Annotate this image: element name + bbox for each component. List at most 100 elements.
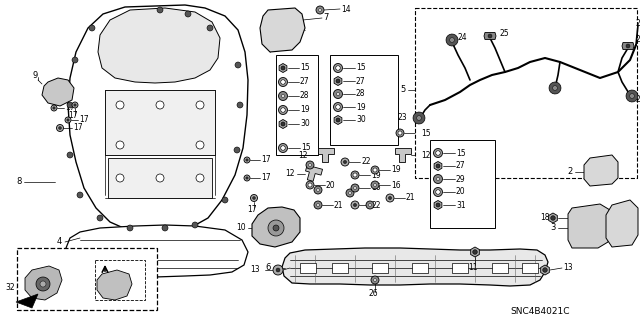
Circle shape: [369, 204, 371, 206]
Text: 15: 15: [421, 129, 431, 137]
Circle shape: [373, 168, 377, 172]
Text: 33: 33: [99, 259, 109, 269]
Text: 19: 19: [391, 166, 401, 174]
Text: 28: 28: [300, 92, 310, 100]
Circle shape: [185, 11, 191, 17]
Bar: [108, 158, 212, 198]
Circle shape: [354, 187, 356, 189]
Circle shape: [253, 197, 255, 199]
Circle shape: [308, 164, 312, 167]
Circle shape: [278, 78, 287, 86]
Polygon shape: [334, 115, 342, 124]
Circle shape: [630, 93, 634, 98]
Circle shape: [349, 192, 351, 194]
Polygon shape: [25, 266, 62, 300]
Circle shape: [333, 63, 342, 72]
Circle shape: [386, 194, 394, 202]
Text: 31: 31: [456, 201, 466, 210]
Text: SNC4B4021C: SNC4B4021C: [510, 308, 570, 316]
Bar: [415, 8, 637, 178]
Text: 8: 8: [16, 177, 21, 187]
Circle shape: [337, 93, 340, 96]
Circle shape: [314, 201, 322, 209]
Circle shape: [336, 118, 340, 122]
Bar: [330, 55, 398, 145]
Text: 13: 13: [250, 265, 260, 275]
Circle shape: [344, 160, 347, 164]
Circle shape: [351, 171, 359, 179]
Circle shape: [366, 201, 374, 209]
Circle shape: [353, 204, 356, 207]
Text: 23: 23: [22, 259, 31, 269]
Circle shape: [396, 129, 404, 137]
Circle shape: [278, 144, 287, 152]
Circle shape: [40, 281, 46, 287]
Polygon shape: [318, 148, 334, 162]
Circle shape: [543, 268, 547, 272]
Circle shape: [72, 57, 78, 63]
Circle shape: [222, 197, 228, 203]
Circle shape: [450, 38, 454, 42]
Polygon shape: [42, 78, 74, 106]
Text: 26: 26: [368, 290, 378, 299]
Circle shape: [374, 184, 376, 186]
Text: 19: 19: [371, 170, 381, 180]
Circle shape: [436, 203, 440, 207]
Polygon shape: [260, 8, 305, 52]
Bar: [332, 263, 348, 273]
Polygon shape: [434, 161, 442, 170]
Text: 29: 29: [456, 174, 466, 183]
Polygon shape: [97, 270, 132, 300]
Circle shape: [196, 141, 204, 149]
Circle shape: [237, 102, 243, 108]
Text: 15: 15: [356, 63, 365, 72]
Text: 23: 23: [397, 114, 407, 122]
Circle shape: [162, 225, 168, 231]
Text: 22: 22: [361, 158, 371, 167]
Text: 15: 15: [301, 144, 310, 152]
Polygon shape: [279, 63, 287, 72]
Bar: [276, 55, 318, 155]
Circle shape: [336, 79, 340, 83]
Circle shape: [551, 216, 556, 220]
Text: 3: 3: [550, 224, 556, 233]
Bar: [430, 140, 495, 228]
Bar: [522, 263, 538, 273]
Bar: [17, 248, 157, 310]
Circle shape: [314, 186, 322, 194]
Text: 12: 12: [285, 169, 295, 179]
Circle shape: [436, 177, 440, 181]
Circle shape: [235, 62, 241, 68]
Polygon shape: [606, 200, 638, 247]
Polygon shape: [549, 82, 561, 94]
Text: 20: 20: [326, 181, 335, 189]
Circle shape: [374, 278, 376, 281]
Text: 19: 19: [356, 102, 365, 112]
Text: 7: 7: [323, 13, 328, 23]
Polygon shape: [622, 42, 634, 49]
Text: 27: 27: [456, 161, 466, 170]
Circle shape: [281, 66, 285, 70]
Circle shape: [192, 222, 198, 228]
Circle shape: [433, 174, 442, 183]
Text: 2: 2: [568, 167, 573, 176]
Text: 28: 28: [356, 90, 365, 99]
Circle shape: [353, 173, 357, 177]
Circle shape: [276, 268, 280, 272]
Polygon shape: [334, 77, 342, 85]
Polygon shape: [626, 90, 638, 102]
Polygon shape: [279, 120, 287, 129]
Circle shape: [319, 9, 321, 11]
Circle shape: [273, 225, 279, 231]
Text: 17: 17: [261, 155, 271, 165]
Text: 1: 1: [589, 221, 594, 231]
Circle shape: [244, 175, 250, 181]
Circle shape: [436, 190, 440, 194]
Circle shape: [281, 80, 285, 84]
Bar: [492, 263, 508, 273]
Text: 9: 9: [33, 71, 38, 80]
Circle shape: [36, 277, 50, 291]
Circle shape: [436, 151, 440, 155]
Polygon shape: [434, 201, 442, 210]
Circle shape: [250, 195, 257, 202]
